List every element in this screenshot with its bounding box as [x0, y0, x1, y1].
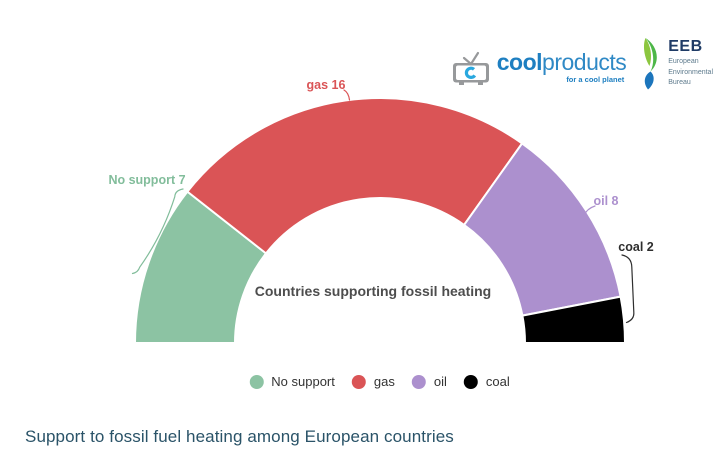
eeb-name-line3: Bureau	[668, 79, 691, 86]
no-support-leader-line	[131, 188, 184, 275]
annotation-gas: gas 16	[306, 78, 346, 92]
slice-coal[interactable]	[521, 295, 627, 344]
legend-swatch-gas	[351, 374, 366, 389]
legend-label-oil: oil	[433, 374, 447, 389]
coolproducts-tagline: for a cool planet	[566, 75, 625, 84]
legend-swatch-coal	[463, 374, 478, 389]
chart-legend: No support gas oil coal	[249, 374, 510, 389]
eeb-name-line2: Environmental	[668, 68, 713, 76]
chart-caption: Support to fossil fuel heating among Eur…	[25, 427, 454, 446]
eeb-name-line1: European	[668, 58, 699, 65]
chart-center-title: Countries supporting fossil heating	[254, 283, 492, 299]
slice-gas[interactable]	[185, 97, 524, 255]
eeb-acronym: EEB	[668, 38, 703, 55]
coolproducts-wordmark: coolproducts	[496, 49, 627, 75]
tv-icon	[451, 50, 491, 91]
legend-label-no-support: No support	[271, 374, 335, 389]
legend-label-coal: coal	[485, 374, 510, 389]
legend-swatch-no-support	[249, 374, 264, 389]
eeb-logo: EEB European Environmental Bureau	[642, 38, 713, 95]
legend-swatch-oil	[411, 374, 426, 389]
annotation-no-support: No support 7	[108, 173, 186, 187]
legend-item-no-support[interactable]: No support	[249, 374, 335, 389]
legend-item-coal[interactable]: coal	[463, 374, 510, 389]
annotation-coal: coal 2	[618, 240, 654, 254]
legend-label-gas: gas	[373, 374, 395, 389]
coolproducts-logo: coolproducts for a cool planet	[451, 50, 627, 91]
gas-leader-line	[343, 89, 351, 101]
eeb-leaf-icon	[642, 38, 661, 95]
legend-item-gas[interactable]: gas	[351, 374, 395, 389]
legend-item-oil[interactable]: oil	[411, 374, 447, 389]
oil-leader-line	[582, 205, 596, 217]
coal-leader-line	[621, 254, 635, 324]
logo-bar: coolproducts for a cool planet EEB Europ…	[451, 38, 713, 95]
annotation-oil: oil 8	[593, 194, 619, 208]
